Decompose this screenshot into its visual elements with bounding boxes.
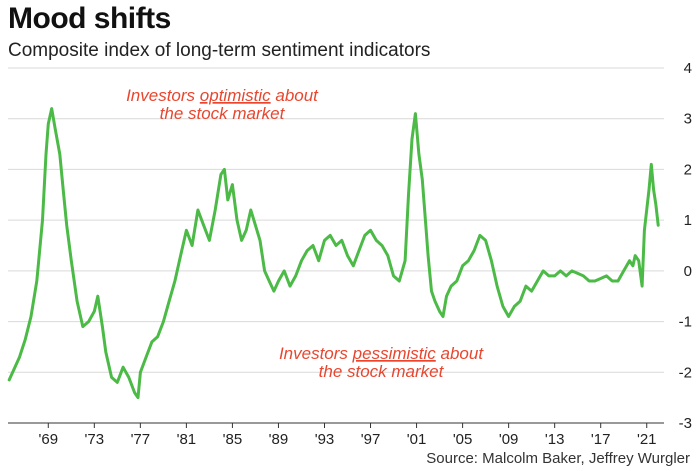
y-axis: -3 -2 -1 0 1 2 3 4	[679, 60, 692, 432]
annotation-optimistic-line2: the stock market	[160, 104, 286, 123]
x-tick-label: '01	[407, 431, 427, 448]
y-tick-label: -3	[679, 415, 692, 432]
x-tick-label: '21	[637, 431, 657, 448]
x-tick-label: '97	[361, 431, 381, 448]
y-tick-label: -2	[679, 364, 692, 381]
x-tick-label: '69	[38, 431, 58, 448]
annotation-pessimistic-line2: the stock market	[319, 362, 445, 381]
y-tick-label: 3	[684, 111, 692, 128]
source-note: Source: Malcolm Baker, Jeffrey Wurgler	[426, 450, 690, 467]
chart-subtitle: Composite index of long-term sentiment i…	[8, 40, 431, 61]
x-tick-label: '09	[499, 431, 519, 448]
x-tick-label: '77	[131, 431, 151, 448]
annotation-pessimistic-line1: Investors pessimistic about	[279, 344, 484, 363]
x-tick-label: '73	[85, 431, 105, 448]
x-tick-label: '81	[177, 431, 197, 448]
x-tick-label: '05	[453, 431, 473, 448]
x-tick-label: '13	[545, 431, 565, 448]
y-tick-label: 4	[684, 60, 692, 77]
x-tick-label: '89	[269, 431, 289, 448]
sentiment-line	[7, 107, 660, 400]
x-tick-label: '93	[315, 431, 335, 448]
annotation-optimistic-line1: Investors optimistic about	[126, 86, 319, 105]
y-tick-label: 1	[684, 212, 692, 229]
x-tick-label: '17	[591, 431, 611, 448]
x-tick-label: '85	[223, 431, 243, 448]
x-axis: '69 '73 '77 '81 '85 '89 '93 '97 '01 '05 '09 '13 '17 '…	[8, 422, 664, 448]
y-tick-label: 0	[684, 263, 692, 280]
y-tick-label: -1	[679, 314, 692, 331]
chart-title: Mood shifts	[8, 2, 171, 35]
y-tick-label: 2	[684, 161, 692, 178]
